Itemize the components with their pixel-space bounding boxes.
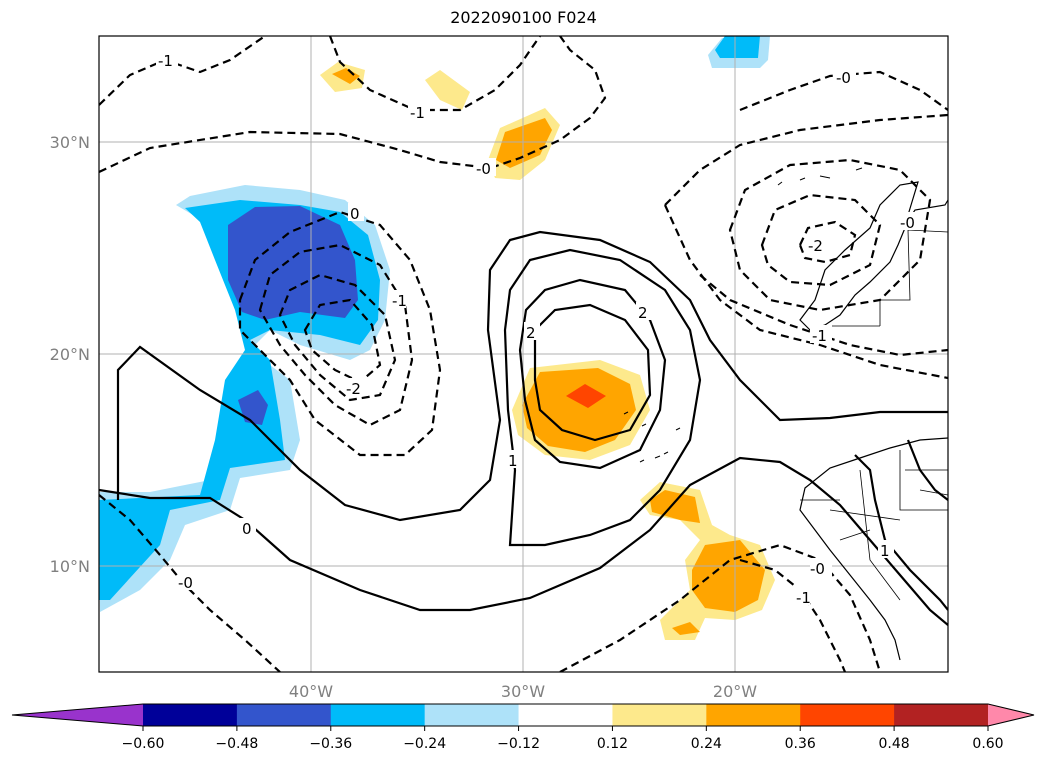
positive-anomaly-central-core — [522, 368, 636, 452]
map-title: 2022090100 F024 — [450, 8, 597, 27]
contour-neg1-east-low — [728, 158, 932, 312]
contour-neg3-east-low — [798, 220, 857, 264]
colorbar-box — [143, 704, 238, 726]
contour-label: -1 — [796, 589, 811, 607]
contour-neg2-east-low — [760, 193, 882, 287]
contour-labels: -1 -1 -0 -0 0 -0 -1 -2 -2 2 2 1 -0 — [156, 50, 916, 607]
colorbar-box — [236, 704, 332, 726]
contour-label: -1 — [410, 104, 425, 122]
lat-label-10n: 10°N — [50, 557, 90, 576]
contour-label: -1 — [158, 52, 173, 70]
contour-0-solid-west — [116, 230, 948, 522]
contour-neg0-south-east — [559, 543, 882, 672]
contour-label: -0 — [836, 69, 851, 87]
contour-label: 1 — [880, 542, 890, 560]
gridlines — [99, 36, 948, 672]
shaded-fields — [99, 36, 775, 640]
contour-label: -2 — [808, 237, 823, 255]
positive-anomaly-north-core — [496, 118, 552, 168]
colorbar-box — [518, 704, 613, 726]
contour-label: -1 — [812, 327, 827, 345]
contour-label: -0 — [178, 574, 193, 592]
contour-neg0-east — [664, 113, 948, 206]
contours-dashed — [99, 36, 948, 672]
colorbar-tick-label: 0.36 — [785, 736, 816, 752]
colorbar-extend-high — [988, 704, 1034, 726]
contour-1-solid — [503, 248, 702, 547]
strong-positive-anomaly-central — [566, 384, 606, 408]
latitude-labels: 30°N 20°N 10°N — [50, 133, 90, 576]
canary-islands — [777, 167, 863, 186]
contour-label: 2 — [638, 304, 648, 322]
map-content: -1 -1 -0 -0 0 -0 -1 -2 -2 2 2 1 -0 — [99, 36, 948, 672]
colorbar-tick-label: −0.24 — [403, 736, 446, 752]
lat-label-20n: 20°N — [50, 345, 90, 364]
colorbar-tick-label: 0.48 — [879, 736, 910, 752]
contour-label: 0 — [350, 205, 360, 223]
contour-label: -0 — [900, 214, 915, 232]
colorbar-tick-label: 0.24 — [691, 736, 722, 752]
contour-label: -2 — [346, 380, 361, 398]
colorbar-tick-label: 0.12 — [597, 736, 628, 752]
contour-2-solid-africa — [906, 439, 948, 501]
contour-3-solid — [533, 303, 652, 442]
positive-anomaly-southeast-core-3 — [672, 622, 700, 635]
africa-coast — [799, 437, 948, 661]
colorbar-tick-label: 0.60 — [972, 736, 1003, 752]
lon-label-20w: 20°W — [713, 682, 757, 701]
lon-label-30w: 30°W — [501, 682, 545, 701]
contour-label: 0 — [242, 520, 252, 538]
contour-neg0-north — [99, 36, 607, 173]
contour-neg1-south-east — [739, 558, 847, 672]
colorbar-box — [330, 704, 426, 726]
lon-label-40w: 40°W — [289, 682, 333, 701]
contour-neg1-west-low — [258, 243, 414, 427]
contour-label: -1 — [392, 292, 407, 310]
lat-label-30n: 30°N — [50, 133, 90, 152]
colorbar-tick-label: −0.12 — [497, 736, 540, 752]
positive-anomaly-top-left-core — [332, 68, 360, 84]
strong-negative-anomaly-west — [228, 206, 358, 320]
colorbar-tick-label: −0.60 — [122, 736, 165, 752]
map-frame — [98, 35, 949, 673]
colorbar-box — [424, 704, 520, 726]
positive-anomaly-southeast-core-2 — [692, 540, 765, 612]
contour-label: 2 — [526, 324, 536, 342]
cape-verde — [623, 411, 681, 463]
contour-neg0-east-low — [663, 204, 948, 380]
contour-neg1-north-west — [99, 36, 266, 106]
colorbar-box — [800, 704, 895, 726]
contour-label: 1 — [508, 452, 518, 470]
longitude-labels: 40°W 30°W 20°W — [289, 682, 757, 701]
colorbar-tick-label: −0.48 — [215, 736, 258, 752]
colorbar-extend-low — [12, 704, 143, 726]
contour-neg2-west-low — [278, 273, 397, 402]
contour-neg3-west-low — [303, 298, 382, 384]
colorbar-box — [612, 704, 707, 726]
negative-anomaly-northeast-core — [715, 36, 760, 58]
colorbar: −0.60 −0.48 −0.36 −0.24 −0.12 0.12 0.24 0.36 0.4… — [11, 703, 1035, 752]
contour-neg0-west-low — [238, 210, 442, 457]
borders — [800, 229, 948, 601]
colorbar-box — [706, 704, 801, 726]
contour-2-solid — [518, 278, 667, 470]
contour-label: -0 — [810, 560, 825, 578]
colorbar-tick-label: −0.36 — [309, 736, 352, 752]
colorbar-box — [894, 704, 989, 726]
contour-label: -0 — [476, 160, 491, 178]
positive-anomaly-top-middle — [425, 70, 470, 110]
